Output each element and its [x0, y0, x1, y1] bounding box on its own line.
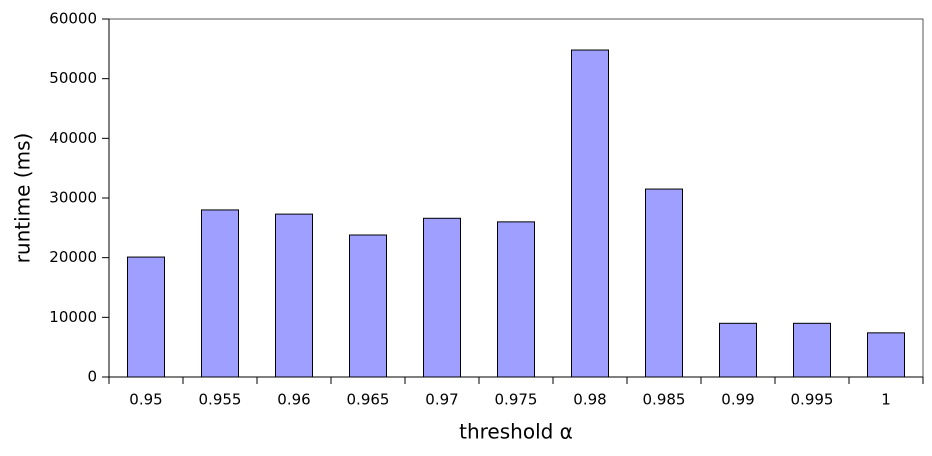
bar	[275, 213, 313, 378]
bar	[497, 221, 535, 378]
bar	[793, 322, 831, 378]
y-tick-label: 50000	[49, 69, 97, 87]
bar	[719, 322, 757, 378]
y-tick-label: 30000	[49, 189, 97, 207]
x-tick-label: 0.965	[347, 391, 390, 409]
bar	[349, 234, 387, 378]
x-tick-label: 0.96	[277, 391, 310, 409]
y-tick-label: 60000	[49, 10, 97, 28]
x-tick-label: 0.98	[573, 391, 606, 409]
y-tick-label: 10000	[49, 308, 97, 326]
x-tick-label: 0.97	[425, 391, 458, 409]
x-axis-title: threshold α	[459, 420, 573, 444]
x-tick-label: 0.985	[643, 391, 686, 409]
x-tick-label: 0.99	[721, 391, 754, 409]
bar	[645, 188, 683, 378]
bar	[201, 209, 239, 378]
y-tick-label: 20000	[49, 248, 97, 266]
x-tick-label: 0.95	[129, 391, 162, 409]
x-tick-label: 1	[881, 391, 891, 409]
bar	[571, 49, 609, 378]
bar	[423, 217, 461, 378]
y-axis-title: runtime (ms)	[11, 133, 35, 264]
bar	[127, 256, 165, 378]
x-tick-label: 0.955	[199, 391, 242, 409]
bar	[867, 332, 905, 378]
x-tick-label: 0.995	[791, 391, 834, 409]
y-tick-label: 0	[87, 368, 97, 386]
x-tick-label: 0.975	[495, 391, 538, 409]
y-tick-label: 40000	[49, 129, 97, 147]
